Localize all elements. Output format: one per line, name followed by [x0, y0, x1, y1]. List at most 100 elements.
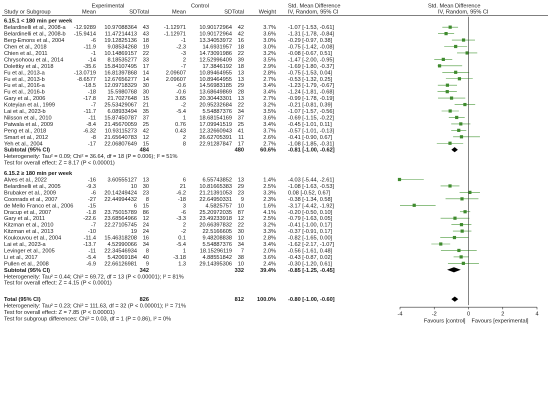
point-estimate-box: [439, 242, 443, 246]
exp-total: 9: [146, 261, 149, 267]
exp-total: 15: [143, 203, 149, 209]
study-name: Pullen et al., 2008: [4, 261, 49, 267]
exp-mean: -14: [88, 57, 96, 63]
exp-sd: 10: [131, 184, 137, 190]
point-estimate-box: [448, 141, 452, 145]
smd-ci: -0.45 [-1.01, 0.11]: [288, 122, 332, 128]
ctl-total: 87: [238, 210, 244, 216]
exp-sd: 22.27105745: [104, 223, 137, 229]
exp-sd: 10.14869157: [104, 51, 137, 57]
smd-ci: -0.20 [-0.50, 0.10]: [288, 210, 333, 216]
point-estimate-box: [454, 44, 458, 49]
weight: 4.1%: [263, 210, 276, 216]
smd-ci: 0.08 [-0.52, 0.67]: [288, 190, 331, 196]
ctl-mean: -1.12971: [164, 32, 186, 38]
ctl-mean: 3: [183, 203, 186, 209]
ctl-sd: 13.68649869: [199, 90, 232, 96]
exp-sd: 19.12825136: [104, 38, 137, 44]
x-tick-label: -4: [398, 312, 403, 318]
exp-mean: -17: [88, 141, 96, 147]
ctl-mean: -0.6: [176, 90, 186, 96]
weight: 3.4%: [263, 83, 276, 89]
exp-sd: 22.66126981: [104, 261, 137, 267]
study-name: Kitzman et al., 2010: [4, 223, 53, 229]
weight: 3.2%: [263, 51, 276, 57]
exp-sd: 3.60555127: [107, 178, 137, 184]
exp-sd: 6: [134, 203, 137, 209]
ctl-sd: 18.68154169: [199, 115, 232, 121]
weight: 2.7%: [263, 77, 276, 83]
study-name: Brubaker et al., 2009: [4, 190, 56, 196]
exp-total: 34: [143, 242, 149, 248]
point-estimate-box: [459, 122, 463, 126]
study-name: Gary et al., 2006: [4, 96, 45, 102]
exp-mean: -13.7: [83, 242, 96, 248]
exp-sd: 25.53429067: [104, 103, 137, 109]
study-name: Fu et al., 2013-b: [4, 77, 45, 83]
subtotal-ci: -0.81 [-1.00, -0.62]: [288, 148, 335, 154]
exp-mean: -1: [91, 51, 96, 57]
point-estimate-box: [457, 128, 461, 132]
ctl-total: 39: [238, 57, 244, 63]
ctl-total: 18: [238, 45, 244, 51]
weight: 2.5%: [263, 216, 276, 222]
point-estimate-box: [441, 57, 445, 61]
exp-mean: -11: [88, 248, 96, 254]
exp-total: 19: [143, 45, 149, 51]
exp-sd: 20.14249424: [104, 190, 137, 196]
point-estimate-box: [460, 229, 464, 233]
smd-ci: -0.53 [-1.32, 0.25]: [288, 77, 333, 83]
ctl-total: 16: [238, 38, 244, 44]
ctl-sd: 10.90172964: [199, 25, 232, 31]
exp-sd: 16.81397868: [104, 70, 137, 76]
weight: 2.4%: [263, 261, 276, 267]
study-name: Levinger et al., 2005: [4, 248, 55, 254]
study-name: Fu et al., 2016-b: [4, 90, 45, 96]
weight: 3.2%: [263, 223, 276, 229]
ctl-sd: 20.95232684: [199, 103, 232, 109]
exp-total: 33: [143, 57, 149, 63]
ctl-sd: 20.30443301: [199, 96, 232, 102]
exp-total: 23: [143, 190, 149, 196]
ctl-total: 13: [238, 77, 244, 83]
exp-total: 15: [143, 96, 149, 102]
favours-left: Favours [control]: [424, 319, 466, 325]
smd-ci: -0.29 [-0.97, 0.38]: [288, 38, 333, 44]
ctl-mean: 1: [183, 115, 186, 121]
point-estimate-box: [463, 210, 467, 214]
study-name: Nilsson et al., 2010: [4, 115, 52, 121]
exp-total: 42: [143, 128, 149, 134]
study-name: Dolettky et al., 2018: [4, 64, 53, 70]
exp-mean: -12.9289: [74, 25, 96, 31]
exp-total: 40: [143, 255, 149, 261]
total-ci: -0.80 [-1.00, -0.60]: [288, 297, 335, 303]
point-estimate-box: [457, 77, 462, 81]
ctl-total: 30: [238, 229, 244, 235]
heterogeneity-text: Heterogeneity: Tau² = 0.09; Chi² = 36.64…: [4, 154, 177, 160]
ctl-mean: 2.09607: [166, 70, 186, 76]
exp-mean: -11.7: [84, 109, 96, 115]
ctl-total: 18: [238, 64, 244, 70]
exp-sd: 22.34546934: [104, 248, 137, 254]
ctl-mean: 6: [183, 178, 186, 184]
smd-ci: -0.79 [-1.63, 0.05]: [288, 216, 333, 222]
exp-mean: -22.6: [83, 216, 96, 222]
smd-ci: -1.62 [-2.17, -1.07]: [288, 242, 334, 248]
point-estimate-box: [448, 109, 452, 113]
ctl-total: 22: [238, 51, 244, 57]
ctl-total: 42: [238, 32, 244, 38]
exp-sd: 6.08933494: [107, 109, 137, 115]
total-overall-effect: Test for overall effect: Z = 7.85 (P < 0…: [4, 310, 115, 316]
exp-mean: -18: [88, 90, 96, 96]
ctl-total: 10: [238, 203, 244, 209]
exp-sd: 22.06807649: [104, 141, 137, 147]
ctl-total: 29: [238, 184, 244, 190]
study-name: Belardinelli et al., 2005: [4, 184, 61, 190]
weight: 3.2%: [263, 103, 276, 109]
weight: 3.7%: [263, 25, 276, 31]
smd-ci: -3.17 [-4.42, -1.92]: [288, 203, 334, 209]
total-heterogeneity: Heterogeneity: Tau² = 0.23; Chi² = 111.6…: [4, 304, 186, 310]
ctl-sd: 25.20972035: [199, 210, 232, 216]
exp-mean: -6: [91, 38, 96, 44]
